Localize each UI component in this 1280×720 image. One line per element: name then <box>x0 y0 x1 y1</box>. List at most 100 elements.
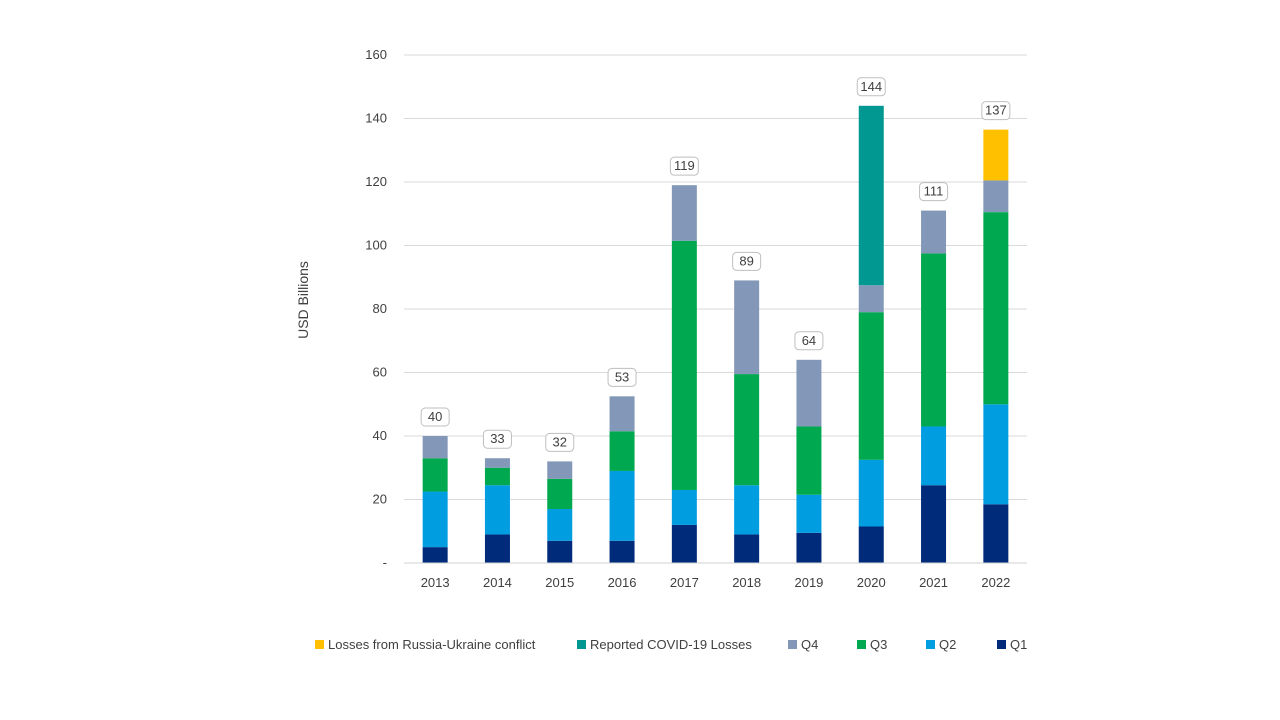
y-tick-label: 140 <box>365 111 387 126</box>
y-tick-label: 160 <box>365 47 387 62</box>
x-tick-label: 2015 <box>545 575 574 590</box>
legend-swatch-icon <box>857 640 866 649</box>
y-tick-label: 80 <box>373 301 387 316</box>
y-axis-ticks: - 20 40 60 80 100 120 140 160 <box>365 47 387 570</box>
total-label-box <box>919 182 949 202</box>
bars <box>422 105 1009 563</box>
bar-segment-q2-2018 <box>734 485 760 535</box>
bar-segment-q1-2019 <box>796 532 822 563</box>
bar-segment-q1-2016 <box>609 540 635 563</box>
bar-segment-q2-2020 <box>858 459 884 527</box>
y-tick-label: 120 <box>365 174 387 189</box>
x-tick-label: 2022 <box>981 575 1010 590</box>
total-label-box <box>420 407 450 427</box>
y-tick-label: 40 <box>373 428 387 443</box>
bar-segment-reported-covid-19-losses-2020 <box>858 105 884 286</box>
total-label-box <box>545 432 575 452</box>
bar-segment-q2-2016 <box>609 470 635 541</box>
bar-segment-q3-2016 <box>609 431 635 471</box>
bar-segment-q4-2018 <box>734 280 760 375</box>
legend-item-q1: Q1 <box>997 637 1027 652</box>
bar-segment-q2-2019 <box>796 494 822 533</box>
legend: Losses from Russia-Ukraine conflict Repo… <box>0 637 1280 657</box>
bar-segment-q1-2013 <box>422 547 448 563</box>
y-tick-label: - <box>383 555 387 570</box>
bar-segment-q4-2014 <box>484 458 510 468</box>
legend-item-covid: Reported COVID-19 Losses <box>577 637 752 652</box>
total-label: 33 <box>490 431 504 446</box>
total-label: 40 <box>428 409 442 424</box>
total-label: 32 <box>553 434 567 449</box>
x-tick-label: 2017 <box>670 575 699 590</box>
legend-swatch-icon <box>997 640 1006 649</box>
bar-segment-q1-2017 <box>671 524 697 563</box>
y-tick-label: 60 <box>373 365 387 380</box>
legend-item-q4: Q4 <box>788 637 818 652</box>
bar-segment-q4-2017 <box>671 185 697 241</box>
total-label: 111 <box>924 184 944 199</box>
legend-swatch-icon <box>577 640 586 649</box>
total-label: 119 <box>674 158 695 173</box>
bar-segment-q1-2020 <box>858 526 884 563</box>
bar-segment-q1-2014 <box>484 534 510 563</box>
x-axis-ticks: 2013 2014 2015 2016 2017 2018 2019 2020 2021 2022 <box>421 575 1011 590</box>
bar-segment-q1-2015 <box>547 540 573 563</box>
bar-segment-q3-2013 <box>422 458 448 492</box>
bar-segment-q1-2022 <box>983 504 1009 563</box>
x-tick-label: 2021 <box>919 575 948 590</box>
total-label-box <box>669 156 699 176</box>
bar-segment-q3-2014 <box>484 467 510 486</box>
bar-segment-q4-2013 <box>422 436 448 459</box>
bar-segment-q3-2015 <box>547 478 573 510</box>
bar-segment-q4-2019 <box>796 359 822 427</box>
total-label: 64 <box>802 333 816 348</box>
legend-item-q2: Q2 <box>926 637 956 652</box>
y-tick-label: 20 <box>373 492 387 507</box>
bar-segment-q1-2021 <box>921 485 947 563</box>
x-tick-label: 2014 <box>483 575 512 590</box>
legend-item-russia-ukraine: Losses from Russia-Ukraine conflict <box>315 637 535 652</box>
bar-segment-q4-2022 <box>983 180 1009 213</box>
bar-segment-q3-2018 <box>734 374 760 486</box>
bar-segment-losses-from-russia-ukraine-conflict-2022 <box>983 129 1009 181</box>
total-label: 137 <box>985 103 1007 118</box>
legend-label: Q3 <box>870 637 888 652</box>
x-tick-label: 2020 <box>857 575 886 590</box>
total-label-box <box>732 251 762 271</box>
legend-label: Q1 <box>1010 637 1028 652</box>
bar-segment-q1-2018 <box>734 534 760 563</box>
bar-segment-q2-2017 <box>671 489 697 525</box>
bar-segment-q2-2014 <box>484 485 510 535</box>
bar-segment-q2-2015 <box>547 509 573 541</box>
legend-item-q3: Q3 <box>857 637 887 652</box>
total-label: 144 <box>860 79 882 94</box>
y-tick-label: 100 <box>365 238 387 253</box>
bar-segment-q2-2013 <box>422 491 448 548</box>
bar-segment-q4-2015 <box>547 461 573 479</box>
legend-label: Losses from Russia-Ukraine conflict <box>328 637 536 652</box>
bar-segment-q3-2021 <box>921 253 947 427</box>
legend-swatch-icon <box>788 640 797 649</box>
bar-segment-q2-2022 <box>983 404 1009 505</box>
bar-segment-q3-2019 <box>796 426 822 495</box>
legend-swatch-icon <box>315 640 324 649</box>
total-label: 89 <box>739 253 753 268</box>
bar-segment-q4-2020 <box>858 285 884 313</box>
total-label-box <box>794 331 824 351</box>
y-axis-label: USD Billions <box>295 261 311 339</box>
total-label-box <box>981 101 1011 121</box>
bar-segment-q3-2017 <box>671 240 697 490</box>
legend-label: Q2 <box>939 637 957 652</box>
bar-segment-q4-2016 <box>609 396 635 432</box>
legend-label: Reported COVID-19 Losses <box>590 637 752 652</box>
total-labels: 40 33 32 53 119 89 64 144 111 137 <box>420 77 1011 452</box>
x-tick-label: 2016 <box>608 575 637 590</box>
x-tick-label: 2013 <box>421 575 450 590</box>
total-label-box <box>607 367 637 387</box>
total-label: 53 <box>615 369 629 384</box>
x-tick-label: 2018 <box>732 575 761 590</box>
legend-swatch-icon <box>926 640 935 649</box>
bar-segment-q3-2020 <box>858 312 884 460</box>
bar-segment-q3-2022 <box>983 212 1009 405</box>
